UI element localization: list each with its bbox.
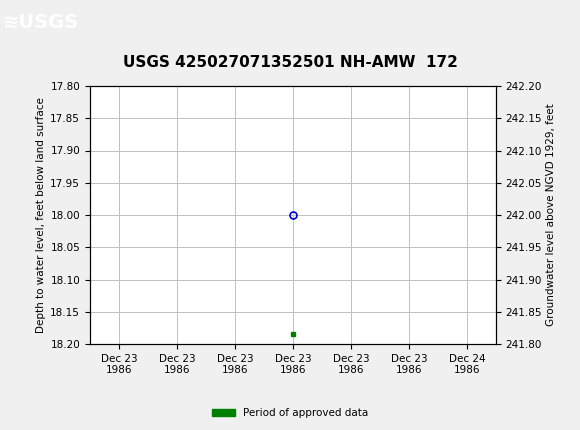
Text: ≋USGS: ≋USGS (3, 13, 79, 32)
Y-axis label: Depth to water level, feet below land surface: Depth to water level, feet below land su… (36, 97, 46, 333)
Text: USGS 425027071352501 NH-AMW  172: USGS 425027071352501 NH-AMW 172 (122, 55, 458, 70)
Y-axis label: Groundwater level above NGVD 1929, feet: Groundwater level above NGVD 1929, feet (546, 104, 556, 326)
Legend: Period of approved data: Period of approved data (208, 404, 372, 423)
